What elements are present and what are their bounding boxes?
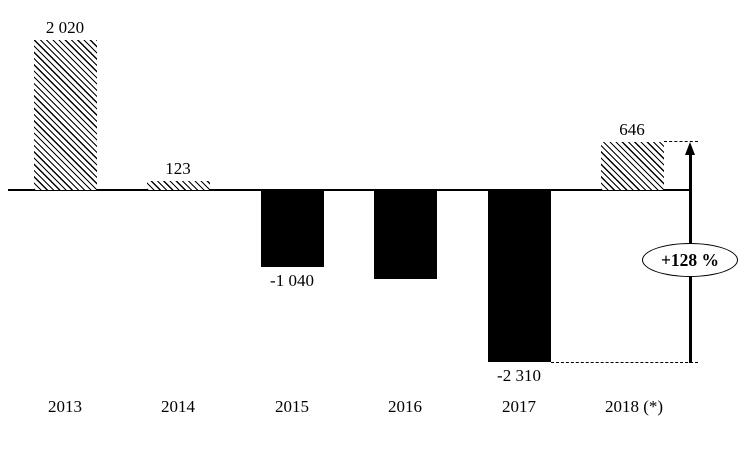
bar-2018 xyxy=(600,142,664,190)
x-axis-label: 2014 xyxy=(161,397,195,416)
x-axis-label: 2015 xyxy=(275,397,309,416)
bar-2016 xyxy=(373,190,437,279)
value-label: 123 xyxy=(165,159,191,178)
growth-annotation-ellipse: +128 % xyxy=(642,243,738,277)
bar-2017 xyxy=(487,190,551,362)
growth-arrow-head xyxy=(684,142,695,155)
x-axis-label: 2016 xyxy=(388,397,422,416)
x-axis-label: 2017 xyxy=(502,397,536,416)
value-label: -2 310 xyxy=(497,366,541,385)
value-label: -1 040 xyxy=(270,271,314,290)
dashed-guide-bottom xyxy=(550,362,698,363)
value-label: 646 xyxy=(619,120,645,139)
x-axis-line xyxy=(8,189,692,191)
dashed-guide-top xyxy=(663,141,698,142)
bar-2015 xyxy=(260,190,324,267)
value-label: 2 020 xyxy=(45,18,85,37)
x-axis-label: 2018 (*) xyxy=(604,397,664,416)
bar-2014 xyxy=(146,181,210,190)
bar-2013 xyxy=(33,40,97,190)
x-axis-label: 2013 xyxy=(48,397,82,416)
growth-annotation-label: +128 % xyxy=(660,249,720,270)
